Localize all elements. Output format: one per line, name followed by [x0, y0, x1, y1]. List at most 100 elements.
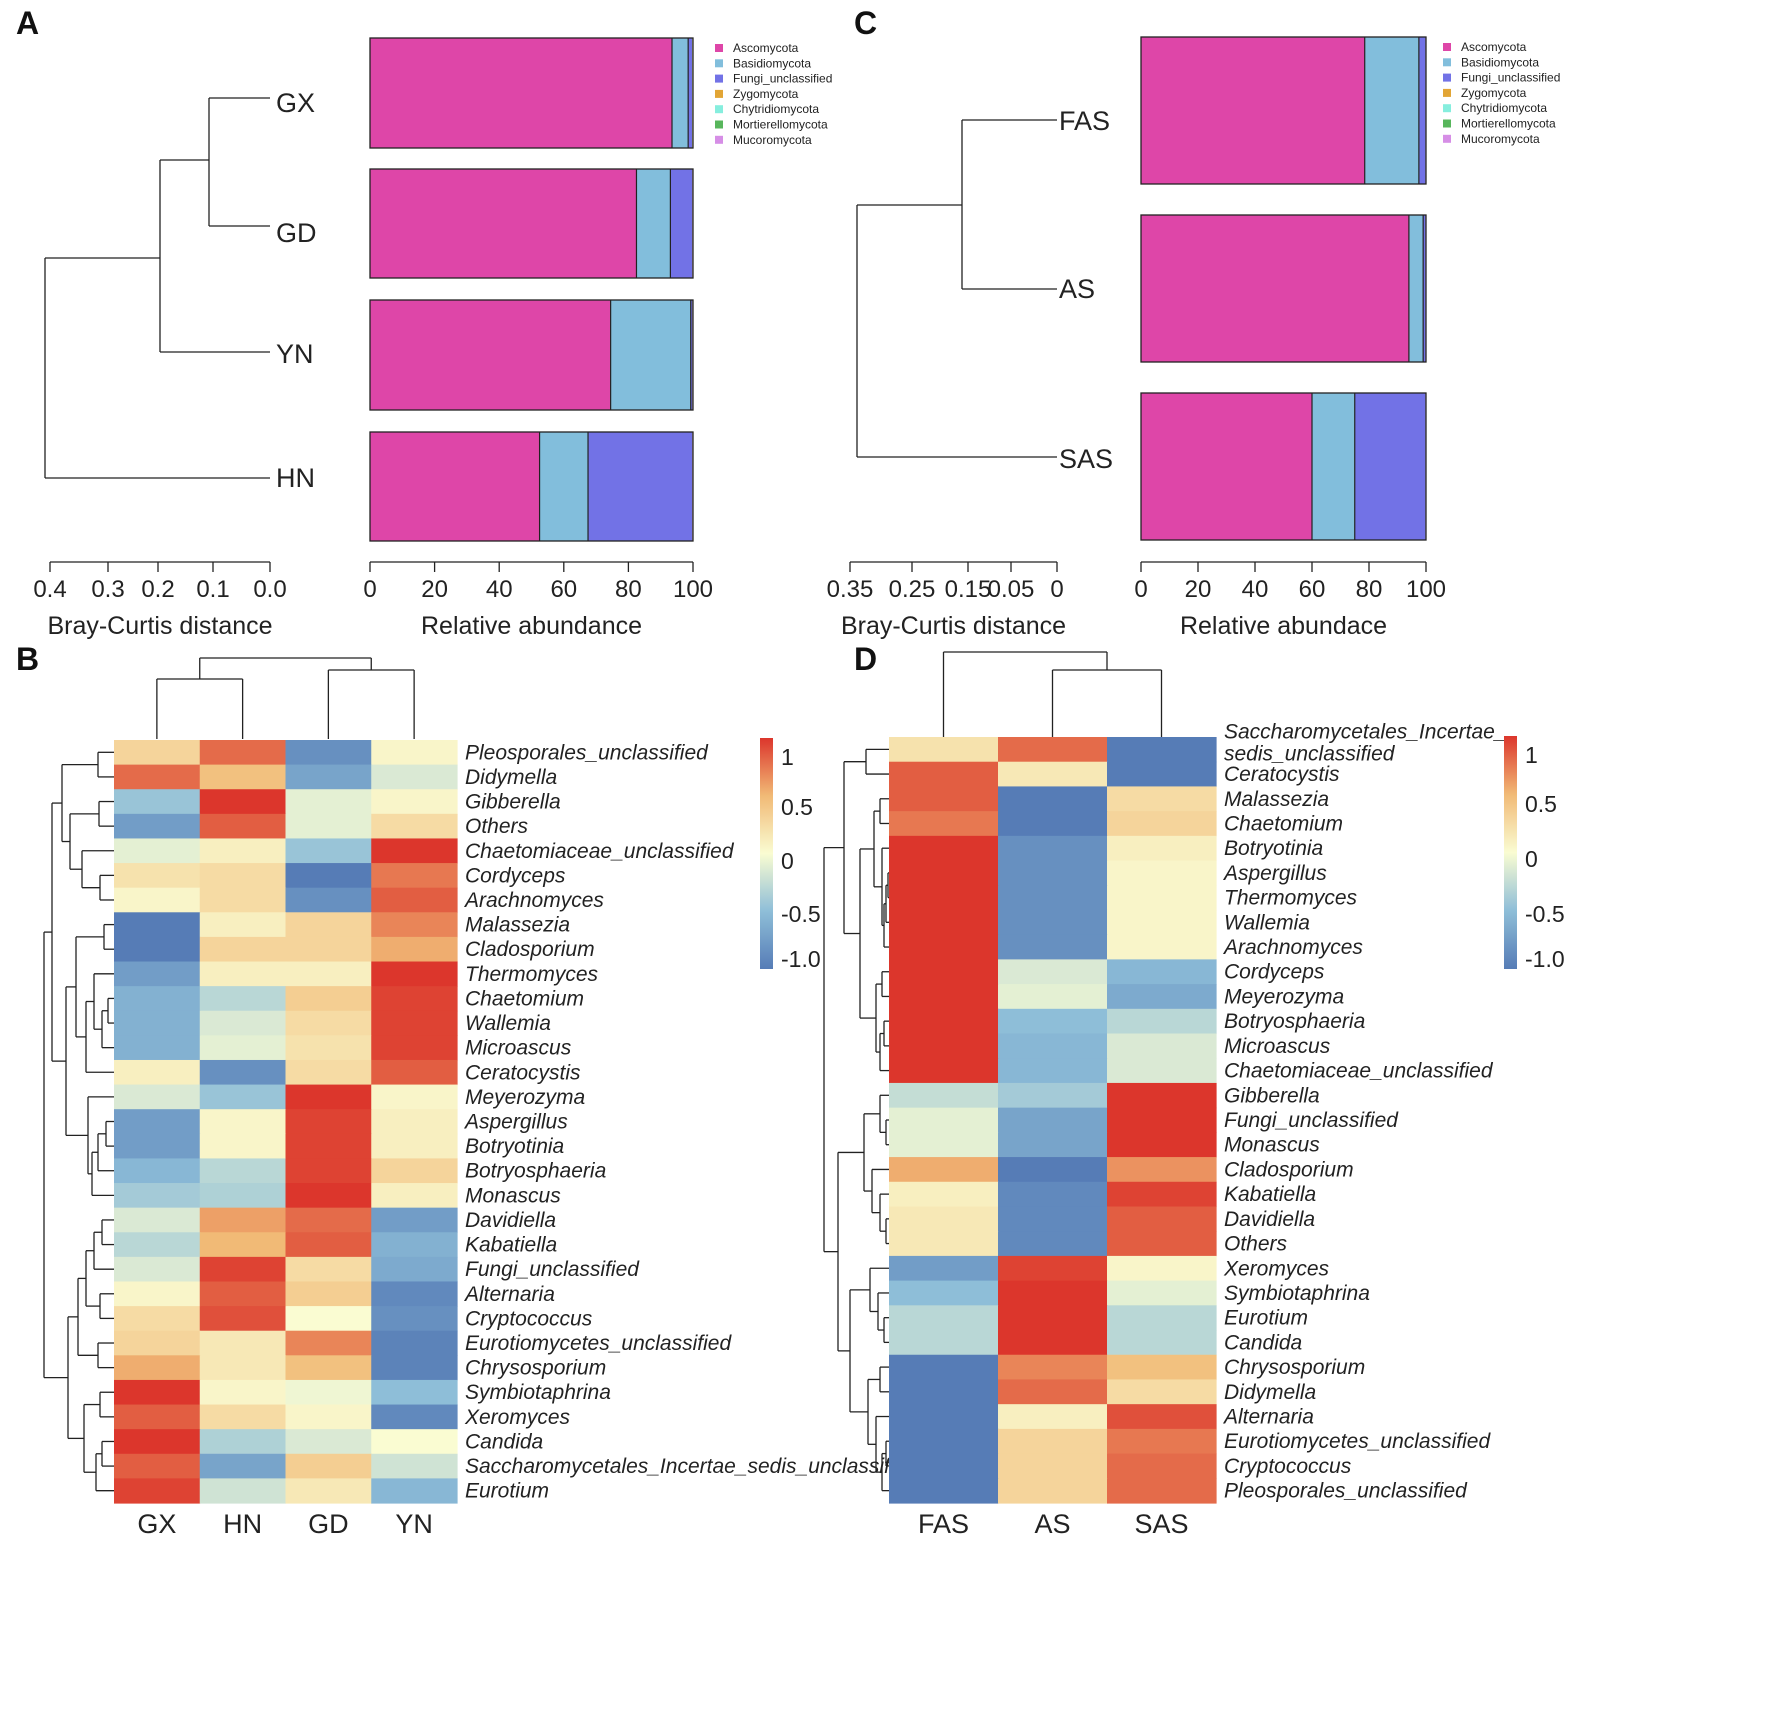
- bar-outline-gd: [369, 168, 694, 279]
- row-label-fungi-unclassified: Fungi_unclassified: [465, 1258, 640, 1281]
- heat-cell-gibberella-yn: [371, 789, 458, 815]
- heat-cell-aspergillus-gd: [285, 1109, 372, 1135]
- bar-segment-fas-ascomycota: [1141, 37, 1365, 184]
- colorbar-tick-1-0: -1.0: [781, 946, 821, 972]
- bar-segment-hn-ascomycota: [370, 432, 540, 541]
- column-label-as: AS: [1034, 1509, 1070, 1539]
- heat-cell-chaetomium-sas: [1107, 811, 1217, 837]
- legend-swatch-ascomycota: [715, 44, 723, 52]
- bar-segment-gx-fungi-unclassified: [688, 38, 693, 148]
- column-label-fas: FAS: [918, 1509, 969, 1539]
- row-label-monascus: Monascus: [465, 1184, 561, 1207]
- heat-cell-arachnomyces-as: [998, 934, 1108, 960]
- heat-cell-xeromyces-yn: [371, 1404, 458, 1430]
- heat-cell-chaetomium-fas: [889, 811, 999, 837]
- heat-cell-candida-gx: [114, 1429, 201, 1455]
- legend-swatch-fungi-unclassified: [715, 74, 723, 83]
- sample-label-fas: FAS: [1059, 106, 1110, 136]
- legend-swatch-mortierellomycota: [1443, 119, 1451, 128]
- heat-cell-chaetomiaceae-unclassified-sas: [1107, 1058, 1217, 1084]
- heat-cell-saccharomycetales-incertae-sedis-unclassified-hn: [199, 1453, 287, 1479]
- row-label-eurotiomycetes-unclassified: Eurotiomycetes_unclassified: [1224, 1430, 1491, 1453]
- distance-tick-label-0-2: 0.2: [141, 576, 174, 603]
- heat-cell-botryotinia-as: [998, 835, 1108, 862]
- legend-swatch-chytridiomycota: [715, 105, 723, 114]
- heat-cell-alternaria-as: [998, 1404, 1108, 1430]
- bar-segment-gx-ascomycota: [370, 38, 673, 148]
- legend-label-mortierellomycota: Mortierellomycota: [733, 118, 828, 132]
- legend-label-mucoromycota: Mucoromycota: [1461, 132, 1540, 146]
- heat-cell-botryotinia-fas: [889, 835, 999, 862]
- row-label-microascus: Microascus: [465, 1037, 572, 1060]
- heat-cell-thermomyces-fas: [889, 885, 999, 911]
- row-label-malassezia: Malassezia: [1224, 788, 1329, 811]
- heat-cell-arachnomyces-sas: [1107, 934, 1217, 960]
- row-label-others: Others: [1224, 1233, 1288, 1256]
- heat-cell-alternaria-yn: [371, 1281, 458, 1307]
- row-label-candida: Candida: [1224, 1331, 1302, 1354]
- heat-cell-chaetomium-hn: [199, 986, 287, 1012]
- row-label-chaetomiaceae-unclassified: Chaetomiaceae_unclassified: [1224, 1060, 1494, 1083]
- heat-cell-monascus-yn: [371, 1183, 458, 1209]
- heat-cell-cordyceps-gx: [114, 863, 201, 889]
- heat-cell-ceratocystis-gx: [114, 1059, 201, 1086]
- heat-cell-thermomyces-gd: [285, 961, 372, 987]
- distance-tick-label-0-15: 0.15: [945, 576, 992, 603]
- heat-cell-others-fas: [889, 1231, 999, 1257]
- heat-cell-chaetomiaceae-unclassified-as: [998, 1058, 1108, 1084]
- distance-tick-label-0-35: 0.35: [827, 576, 874, 603]
- abundance-axis-title: Relative abundace: [1180, 612, 1387, 640]
- colorbar-tick-0-5: -0.5: [781, 901, 821, 927]
- abundance-tick-label-40: 40: [486, 576, 513, 603]
- heat-cell-meyerozyma-hn: [199, 1084, 287, 1110]
- heat-cell-ceratocystis-fas: [889, 761, 999, 788]
- bar-outline-yn: [369, 299, 694, 411]
- heat-cell-fungi-unclassified-gd: [285, 1256, 372, 1283]
- heat-cell-kabatiella-fas: [889, 1181, 999, 1208]
- abundance-tick-label-100: 100: [673, 576, 713, 603]
- heat-cell-davidiella-gd: [285, 1207, 372, 1233]
- row-label-botryosphaeria: Botryosphaeria: [1224, 1010, 1365, 1033]
- column-label-hn: HN: [223, 1509, 262, 1539]
- heat-cell-meyerozyma-gx: [114, 1084, 201, 1110]
- heat-cell-botryosphaeria-gx: [114, 1158, 201, 1184]
- row-label-chaetomiaceae-unclassified: Chaetomiaceae_unclassified: [465, 840, 735, 863]
- panel-c: C 0 20 40 60 80 100 Relative abundace Ascomycota…: [827, 5, 1561, 640]
- heat-cell-pleosporales-unclassified-gx: [114, 740, 201, 766]
- distance-tick-label-0: 0: [1050, 576, 1063, 603]
- heat-cell-eurotiomycetes-unclassified-as: [998, 1428, 1108, 1455]
- heat-cell-ceratocystis-as: [998, 761, 1108, 788]
- row-label-microascus: Microascus: [1224, 1035, 1331, 1058]
- heat-cell-aspergillus-fas: [889, 860, 999, 886]
- legend-swatch-fungi-unclassified: [1443, 73, 1451, 82]
- heat-cell-meyerozyma-yn: [371, 1084, 458, 1110]
- abundance-tick-label-60: 60: [1299, 576, 1326, 603]
- heat-cell-monascus-as: [998, 1132, 1108, 1158]
- bar-outline-hn: [369, 431, 694, 542]
- row-label-kabatiella: Kabatiella: [465, 1234, 557, 1257]
- heat-cell-thermomyces-as: [998, 885, 1108, 911]
- heat-cell-wallemia-fas: [889, 909, 999, 936]
- bar-segment-as-basidiomycota: [1408, 215, 1424, 362]
- sample-label-as: AS: [1059, 274, 1095, 304]
- heat-cell-chaetomiaceae-unclassified-yn: [371, 838, 458, 864]
- heat-cell-kabatiella-gd: [285, 1232, 372, 1258]
- bar-segment-sas-fungi-unclassified: [1354, 393, 1426, 540]
- row-label-cladosporium: Cladosporium: [465, 938, 595, 961]
- panel-b: B Pleosporales_unclassifiedDidymellaGibbe…: [16, 641, 919, 1539]
- heat-cell-eurotium-sas: [1107, 1305, 1217, 1331]
- row-label-symbiotaphrina: Symbiotaphrina: [465, 1381, 611, 1404]
- bar-segment-yn-basidiomycota: [610, 300, 691, 410]
- heat-cell-arachnomyces-hn: [199, 887, 287, 913]
- row-label-chrysosporium: Chrysosporium: [465, 1357, 606, 1380]
- row-label-pleosporales-unclassified: Pleosporales_unclassified: [465, 741, 709, 764]
- heat-cell-malassezia-yn: [371, 912, 458, 938]
- heat-cell-chaetomium-gx: [114, 986, 201, 1012]
- heat-cell-malassezia-gd: [285, 912, 372, 938]
- heat-cell-symbiotaphrina-yn: [371, 1379, 458, 1406]
- heat-cell-wallemia-as: [998, 909, 1108, 936]
- heat-cell-candida-as: [998, 1330, 1108, 1356]
- heat-cell-wallemia-gd: [285, 1010, 372, 1036]
- heat-cell-didymella-sas: [1107, 1379, 1217, 1405]
- heat-cell-chaetomiaceae-unclassified-hn: [199, 838, 287, 864]
